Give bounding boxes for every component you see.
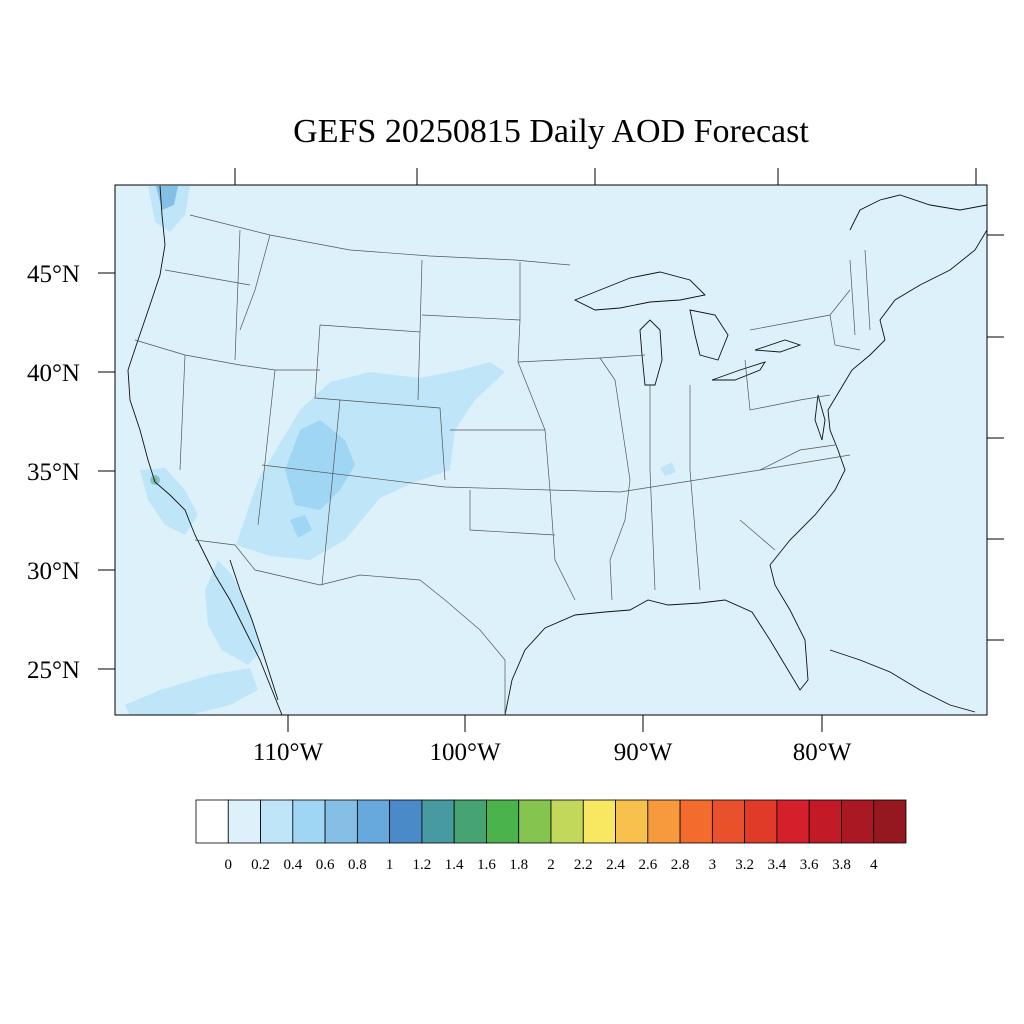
- lake-erie: [711, 361, 767, 381]
- colorbar-tick-label: 0.2: [251, 857, 270, 873]
- lat-label-25: 25°N: [27, 657, 80, 684]
- aod-plume-arizona-medium: [290, 515, 312, 538]
- colorbar-swatch: [808, 799, 842, 844]
- colorbar-swatch: [744, 799, 778, 844]
- lon-label-110: 110°W: [253, 739, 324, 766]
- colorbar-swatch: [421, 799, 455, 844]
- latitude-labels: 45°N 40°N 35°N 30°N 25°N: [27, 261, 80, 684]
- colorbar-tick-label: 2.4: [606, 857, 625, 873]
- colorbar-tick-label: 3.2: [735, 857, 754, 873]
- aod-plume-pacific-light: [125, 668, 258, 715]
- coastline-pacific: [127, 185, 283, 715]
- colorbar-tick-label: 2: [547, 857, 555, 873]
- colorbar-tick-label: 3.8: [832, 857, 851, 873]
- chesapeake-bay: [814, 394, 826, 441]
- colorbar-tick-label: 4: [870, 857, 878, 873]
- lake-michigan: [639, 319, 663, 386]
- left-ticks: [98, 272, 115, 670]
- colorbar-swatch: [260, 799, 294, 844]
- colorbar-tick-label: 2.2: [574, 857, 593, 873]
- border-central-states: [450, 262, 836, 601]
- colorbar-swatch: [227, 799, 261, 844]
- colorbar-swatch: [389, 799, 423, 844]
- colorbar-tick-label: 0: [225, 857, 233, 873]
- colorbar: [195, 799, 907, 844]
- colorbar-tick-label: 3.4: [768, 857, 787, 873]
- colorbar-tick-label: 0.6: [316, 857, 335, 873]
- colorbar-swatch: [711, 799, 746, 844]
- colorbar-swatch: [615, 799, 649, 844]
- lon-label-100: 100°W: [429, 739, 500, 766]
- lake-superior: [573, 271, 706, 311]
- aod-plume-southwest-light: [236, 362, 505, 560]
- colorbar-swatch: [486, 799, 520, 844]
- border-west-states: [134, 229, 851, 586]
- colorbar-tick-label: 0.4: [283, 857, 302, 873]
- colorbar-tick-label: 1: [386, 857, 394, 873]
- colorbar-swatch: [324, 799, 358, 844]
- colorbar-swatch: [195, 799, 229, 844]
- border-northeast-states: [749, 249, 871, 351]
- map-title: GEFS 20250815 Daily AOD Forecast: [293, 113, 809, 150]
- colorbar-tick-label: 0.8: [348, 857, 367, 873]
- map-background: [115, 185, 987, 715]
- colorbar-tick-label: 1.8: [509, 857, 528, 873]
- colorbar-tick-label: 2.6: [638, 857, 657, 873]
- colorbar-tick-label: 3: [709, 857, 717, 873]
- lake-huron: [689, 309, 729, 361]
- lon-label-90: 90°W: [614, 739, 673, 766]
- lat-label-35: 35°N: [27, 459, 80, 486]
- colorbar-swatch: [582, 799, 616, 844]
- colorbar-swatch: [518, 799, 552, 844]
- coastline-atlantic: [769, 229, 987, 566]
- right-ticks: [987, 234, 1004, 641]
- top-ticks: [234, 168, 977, 185]
- coastline-cuba: [829, 649, 976, 713]
- lat-label-30: 30°N: [27, 558, 80, 585]
- colorbar-tick-label: 1.4: [445, 857, 464, 873]
- map-frame: [114, 184, 988, 716]
- map-content: [125, 185, 987, 715]
- colorbar-tick-label: 2.8: [671, 857, 690, 873]
- border-canada-us: [189, 214, 571, 266]
- coastline-canada-north: [849, 194, 987, 231]
- aod-plume-baja-light: [205, 560, 262, 665]
- coastline-gulf: [504, 564, 809, 715]
- colorbar-swatch: [841, 799, 875, 844]
- longitude-labels: 110°W 100°W 90°W 80°W: [253, 739, 852, 766]
- lake-ontario: [754, 339, 802, 353]
- colorbar-tick-label: 3.6: [800, 857, 819, 873]
- aod-plume-southwest-medium: [285, 420, 355, 510]
- aod-plume-washington-light: [148, 186, 190, 232]
- colorbar-swatch: [776, 799, 810, 844]
- colorbar-labels: 0 0.2 0.4 0.6 0.8 1 1.2 1.4 1.6 1.8 2 2.2 2.4 2.6 2.8 3…: [225, 857, 878, 873]
- colorbar-swatch: [550, 799, 584, 844]
- aod-plume-ohio-light: [660, 462, 676, 476]
- bottom-ticks: [287, 715, 823, 732]
- lon-label-80: 80°W: [793, 739, 852, 766]
- colorbar-swatch: [873, 799, 907, 844]
- colorbar-swatch: [679, 799, 713, 844]
- lat-label-45: 45°N: [27, 261, 80, 288]
- colorbar-swatch: [292, 799, 326, 844]
- colorbar-swatch: [647, 799, 681, 844]
- colorbar-swatch: [453, 799, 487, 844]
- colorbar-tick-label: 1.2: [413, 857, 432, 873]
- coastline-gulf-of-california: [229, 559, 279, 701]
- colorbar-swatch: [356, 799, 391, 844]
- lat-label-40: 40°N: [27, 360, 80, 387]
- border-mexico-us: [194, 539, 506, 715]
- colorbar-tick-label: 1.6: [477, 857, 496, 873]
